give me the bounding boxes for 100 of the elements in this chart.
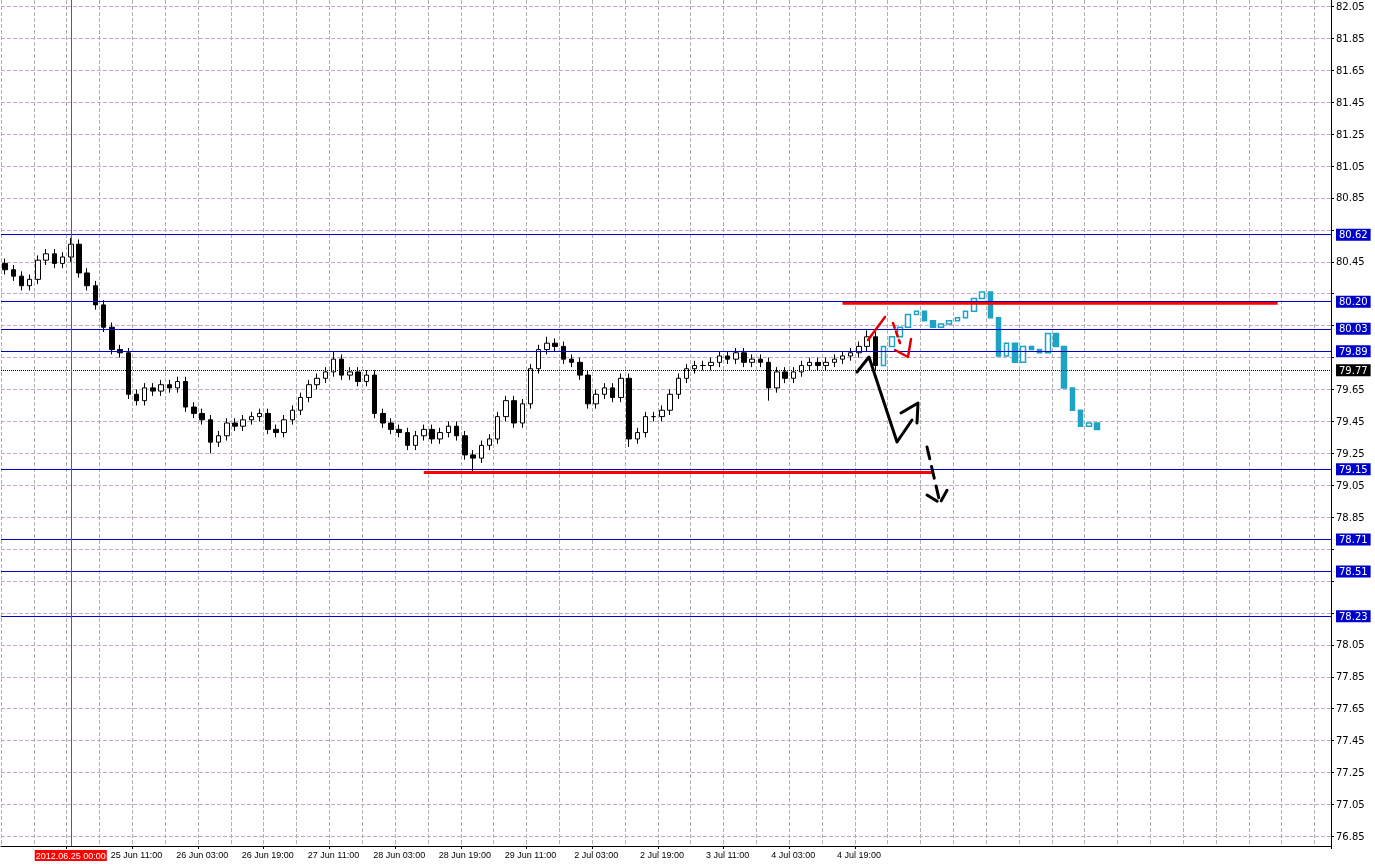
y-tick-label: 77.85	[1336, 671, 1365, 683]
y-tick-label: 79.45	[1336, 415, 1365, 427]
ref-line-label: 78.51	[1339, 565, 1368, 577]
candlestick	[569, 353, 574, 368]
candlestick	[101, 299, 106, 333]
candlestick	[888, 336, 896, 348]
candlestick	[158, 379, 164, 397]
y-tick-label: 77.25	[1336, 767, 1365, 779]
x-tick-label: 2012.06.25 00:00	[35, 850, 106, 861]
candlestick	[134, 388, 139, 406]
candlestick	[602, 382, 607, 400]
candlestick	[446, 420, 451, 438]
ref-line-label: 80.03	[1339, 323, 1368, 335]
candlestick	[832, 353, 837, 368]
y-tick-label: 79.65	[1336, 383, 1365, 395]
candlestick	[945, 320, 953, 325]
y-tick-label: 81.05	[1336, 160, 1365, 172]
candlestick	[183, 376, 188, 413]
candlestick	[520, 398, 525, 429]
candlestick	[1011, 342, 1019, 364]
ref-line-label: 80.20	[1339, 296, 1368, 308]
candlestick	[487, 433, 492, 451]
y-tick-label: 76.85	[1336, 830, 1365, 842]
candlestick	[224, 417, 230, 442]
candlestick	[199, 408, 205, 426]
y-tick-label: 81.25	[1336, 128, 1365, 140]
candlestick	[978, 291, 986, 300]
x-tick-label: 28 Jun 03:00	[373, 849, 426, 860]
candlestick	[1003, 342, 1010, 357]
x-tick-label: 4 Jul 03:00	[771, 849, 816, 860]
y-tick-label: 81.85	[1336, 32, 1365, 44]
candlestick	[937, 323, 945, 328]
candlestick	[454, 420, 459, 442]
ref-line-label: 79.89	[1339, 345, 1368, 357]
candlestick	[413, 430, 418, 451]
x-tick-label: 2 Jul 19:00	[639, 849, 684, 860]
candlestick	[208, 414, 213, 454]
y-tick-label: 77.65	[1336, 703, 1365, 715]
candlestick	[429, 424, 435, 445]
ref-line-label: 79.77	[1339, 364, 1368, 376]
candlestick	[1069, 387, 1076, 411]
candlestick	[437, 427, 443, 445]
ref-line-label: 79.15	[1339, 463, 1368, 475]
candlestick	[495, 411, 500, 445]
candlestick	[265, 408, 271, 435]
x-tick-label: 28 Jun 19:00	[438, 849, 491, 860]
candlestick	[659, 404, 665, 422]
candlestick	[249, 411, 254, 426]
candlestick	[1077, 409, 1084, 427]
candlestick	[848, 347, 853, 362]
candlestick	[167, 379, 172, 394]
candlestick	[290, 404, 295, 426]
candlestick	[405, 427, 410, 451]
x-tick-label: 26 Jun 19:00	[241, 849, 294, 860]
x-tick-label: 27 Jun 11:00	[307, 849, 360, 860]
x-tick-label: 4 Jul 19:00	[836, 849, 881, 860]
candlestick	[76, 238, 82, 279]
candlestick	[19, 270, 24, 292]
candlestick	[700, 360, 706, 371]
candlestick	[35, 254, 41, 285]
candlestick	[142, 382, 147, 406]
y-tick-label: 79.05	[1336, 479, 1365, 491]
candlestick	[2, 258, 8, 276]
candlestick	[929, 320, 937, 328]
candlestick	[593, 388, 599, 410]
candlestick	[758, 353, 763, 368]
candlestick	[954, 316, 961, 322]
candlestick	[396, 424, 402, 438]
candlestick	[1093, 422, 1101, 431]
candlestick	[741, 347, 747, 368]
candlestick	[749, 353, 755, 368]
y-tick-label: 81.65	[1336, 64, 1365, 76]
candlestick	[921, 310, 928, 322]
candlestick	[1044, 332, 1052, 354]
candlestick	[643, 411, 648, 438]
candlestick	[421, 424, 427, 442]
x-tick-label: 2 Jul 03:00	[574, 849, 619, 860]
y-tick-label: 79.25	[1336, 447, 1365, 459]
ref-line-label: 78.71	[1339, 534, 1368, 546]
candlestick	[618, 373, 624, 403]
candlestick	[388, 417, 394, 435]
candlestick	[93, 280, 98, 311]
candlestick	[84, 267, 90, 292]
candlestick	[11, 264, 16, 282]
candlestick	[503, 395, 509, 422]
candlestick	[52, 248, 57, 269]
y-tick-label: 78.85	[1336, 511, 1365, 523]
candlestick	[257, 408, 262, 422]
candlestick	[552, 337, 558, 352]
candlestick	[840, 350, 845, 365]
candlestick	[150, 382, 156, 397]
candlestick	[1060, 345, 1068, 389]
y-tick-label: 77.45	[1336, 735, 1365, 747]
candlestick	[191, 401, 197, 419]
candlestick	[511, 395, 517, 429]
y-tick-label: 77.05	[1336, 799, 1365, 810]
ref-line-label: 78.23	[1339, 610, 1368, 622]
candlestick	[175, 376, 180, 394]
x-tick-label: 26 Jun 03:00	[176, 849, 229, 860]
candlestick	[544, 336, 550, 355]
